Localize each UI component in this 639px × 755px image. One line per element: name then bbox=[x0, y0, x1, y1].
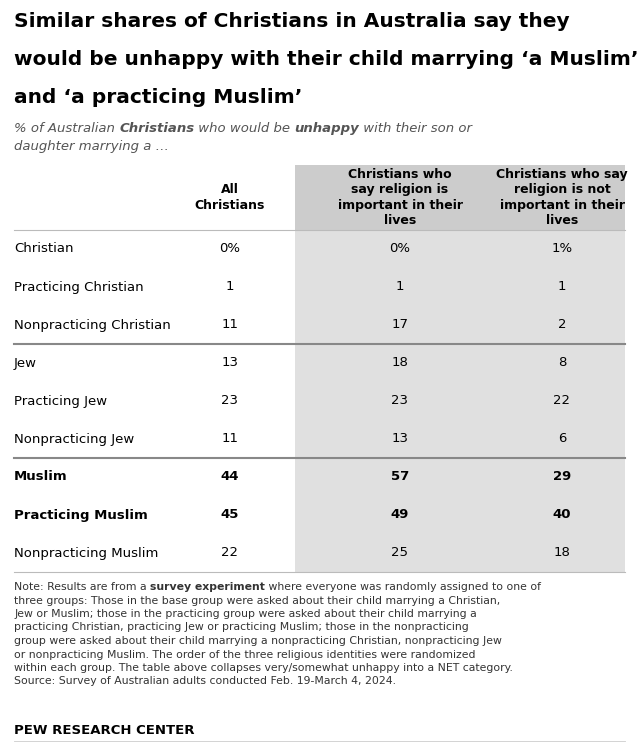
Text: 23: 23 bbox=[222, 395, 238, 408]
Text: Nonpracticing Christian: Nonpracticing Christian bbox=[14, 319, 171, 331]
Text: 13: 13 bbox=[392, 433, 408, 445]
Text: 1: 1 bbox=[226, 281, 235, 294]
Text: Nonpracticing Jew: Nonpracticing Jew bbox=[14, 433, 134, 445]
Text: Muslim: Muslim bbox=[14, 470, 68, 483]
Bar bbox=[295, 165, 625, 230]
Text: Christians: Christians bbox=[119, 122, 194, 135]
Text: 22: 22 bbox=[222, 547, 238, 559]
Text: PEW RESEARCH CENTER: PEW RESEARCH CENTER bbox=[14, 724, 194, 737]
Text: Jew: Jew bbox=[14, 356, 37, 369]
Text: 11: 11 bbox=[222, 433, 238, 445]
Bar bbox=[295, 230, 625, 572]
Text: survey experiment: survey experiment bbox=[150, 582, 265, 592]
Text: 13: 13 bbox=[222, 356, 238, 369]
Text: 40: 40 bbox=[553, 509, 571, 522]
Text: practicing Christian, practicing Jew or practicing Muslim; those in the nonpract: practicing Christian, practicing Jew or … bbox=[14, 623, 469, 633]
Text: Christians who say
religion is not
important in their
lives: Christians who say religion is not impor… bbox=[497, 168, 627, 227]
Text: Nonpracticing Muslim: Nonpracticing Muslim bbox=[14, 547, 158, 559]
Text: 45: 45 bbox=[221, 509, 239, 522]
Text: 0%: 0% bbox=[220, 242, 240, 255]
Text: Note: Results are from a: Note: Results are from a bbox=[14, 582, 150, 592]
Text: unhappy: unhappy bbox=[295, 122, 359, 135]
Text: 1: 1 bbox=[396, 281, 404, 294]
Text: 1%: 1% bbox=[551, 242, 573, 255]
Text: 18: 18 bbox=[392, 356, 408, 369]
Text: 18: 18 bbox=[553, 547, 571, 559]
Text: and ‘a practicing Muslim’: and ‘a practicing Muslim’ bbox=[14, 88, 302, 107]
Text: 29: 29 bbox=[553, 470, 571, 483]
Text: 17: 17 bbox=[392, 319, 408, 331]
Text: Jew or Muslim; those in the practicing group were asked about their child marryi: Jew or Muslim; those in the practicing g… bbox=[14, 609, 477, 619]
Text: 23: 23 bbox=[392, 395, 408, 408]
Text: with their son or: with their son or bbox=[359, 122, 472, 135]
Text: 0%: 0% bbox=[390, 242, 410, 255]
Text: Practicing Christian: Practicing Christian bbox=[14, 281, 144, 294]
Text: 2: 2 bbox=[558, 319, 566, 331]
Text: who would be: who would be bbox=[194, 122, 295, 135]
Text: 25: 25 bbox=[392, 547, 408, 559]
Text: Similar shares of Christians in Australia say they: Similar shares of Christians in Australi… bbox=[14, 12, 569, 31]
Text: 49: 49 bbox=[391, 509, 409, 522]
Text: Source: Survey of Australian adults conducted Feb. 19-March 4, 2024.: Source: Survey of Australian adults cond… bbox=[14, 676, 396, 686]
Text: All
Christians: All Christians bbox=[195, 183, 265, 211]
Text: Practicing Muslim: Practicing Muslim bbox=[14, 509, 148, 522]
Text: three groups: Those in the base group were asked about their child marrying a Ch: three groups: Those in the base group we… bbox=[14, 596, 500, 606]
Text: Practicing Jew: Practicing Jew bbox=[14, 395, 107, 408]
Text: where everyone was randomly assigned to one of: where everyone was randomly assigned to … bbox=[265, 582, 541, 592]
Text: 6: 6 bbox=[558, 433, 566, 445]
Text: would be unhappy with their child marrying ‘a Muslim’: would be unhappy with their child marryi… bbox=[14, 50, 638, 69]
Text: 1: 1 bbox=[558, 281, 566, 294]
Text: 11: 11 bbox=[222, 319, 238, 331]
Text: % of Australian: % of Australian bbox=[14, 122, 119, 135]
Text: within each group. The table above collapses very/somewhat unhappy into a NET ca: within each group. The table above colla… bbox=[14, 663, 513, 673]
Text: Christian: Christian bbox=[14, 242, 73, 255]
Text: daughter marrying a …: daughter marrying a … bbox=[14, 140, 169, 153]
Text: 57: 57 bbox=[391, 470, 409, 483]
Text: 44: 44 bbox=[220, 470, 239, 483]
Text: Christians who
say religion is
important in their
lives: Christians who say religion is important… bbox=[337, 168, 463, 227]
Text: group were asked about their child marrying a nonpracticing Christian, nonpracti: group were asked about their child marry… bbox=[14, 636, 502, 646]
Text: 8: 8 bbox=[558, 356, 566, 369]
Text: 22: 22 bbox=[553, 395, 571, 408]
Text: or nonpracticing Muslim. The order of the three religious identities were random: or nonpracticing Muslim. The order of th… bbox=[14, 649, 475, 660]
